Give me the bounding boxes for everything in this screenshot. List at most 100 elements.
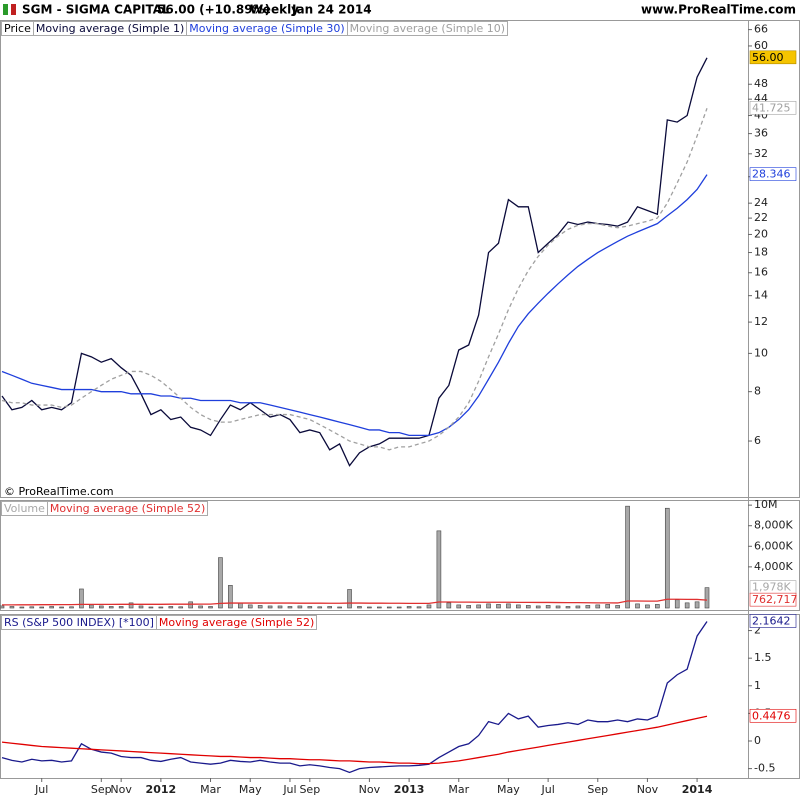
volume-bar: [29, 606, 35, 609]
volume-bar: [694, 601, 700, 609]
volume-bar: [98, 605, 104, 609]
last-value-box: [749, 167, 797, 181]
legend-entry: Moving average (Simple 30): [186, 21, 348, 36]
volume-bar: [674, 599, 680, 609]
series-line: [2, 598, 708, 606]
volume-bar: [138, 605, 144, 609]
volume-bar: [287, 606, 293, 609]
y-tick-label: 24: [754, 196, 768, 209]
y-tick-label: 18: [754, 246, 768, 259]
volume-bar: [406, 606, 412, 609]
volume-bar: [426, 604, 432, 609]
legend-entry: Volume: [1, 501, 48, 516]
y-tick-label: 0: [754, 734, 761, 747]
y-tick-label: 1.5: [754, 651, 772, 664]
x-tick-label: Sep: [91, 783, 112, 796]
volume-bar: [307, 606, 313, 609]
volume-bar: [128, 602, 134, 609]
y-tick-label: 48: [754, 77, 768, 90]
x-tick-label: Nov: [359, 783, 381, 796]
x-tick-label: 2012: [146, 783, 177, 796]
volume-bar: [247, 604, 253, 609]
series-line: [1, 174, 708, 437]
volume-bar: [605, 604, 611, 609]
header-icon: [3, 4, 8, 15]
volume-bar: [198, 605, 203, 609]
volume-bar: [108, 606, 114, 609]
legend-entry: Moving average (Simple 52): [46, 501, 209, 516]
volume-bar: [655, 604, 660, 609]
volume-bar: [506, 603, 511, 609]
volume-bar: [228, 585, 233, 609]
volume-bar: [327, 606, 332, 609]
volume-bar: [317, 606, 323, 609]
last-value-label: 2.1642: [752, 614, 791, 627]
header-bar: [0, 0, 800, 20]
volume-bar: [19, 606, 25, 609]
copyright: © ProRealTime.com: [4, 485, 114, 498]
x-tick-label: Jul: [282, 783, 296, 796]
volume-bar: [218, 557, 223, 609]
volume-bar: [208, 606, 213, 609]
volume-bar: [456, 604, 462, 609]
x-tick-label: Jul: [34, 783, 48, 796]
y-tick-label: 10M: [754, 498, 778, 511]
volume-bar: [615, 605, 620, 609]
last-value-box: [749, 50, 797, 65]
volume-bar: [516, 604, 521, 609]
y-tick-label: 32: [754, 147, 768, 160]
last-value-box: [749, 708, 797, 723]
x-tick-label: Sep: [299, 783, 320, 796]
volume-bar: [436, 530, 442, 609]
series-line: [1, 108, 708, 451]
last-value-label: 762,717: [752, 593, 798, 606]
legend: Price Moving average (Simple 1) Moving ave…: [1, 21, 509, 36]
volume-bar: [49, 606, 54, 609]
volume-bar: [545, 605, 551, 609]
volume-bar: [69, 606, 74, 609]
volume-bar: [386, 606, 392, 609]
volume-bar: [575, 605, 581, 609]
legend: RS (S&P 500 INDEX) [*100] Moving average …: [1, 615, 318, 630]
x-tick-label: May: [239, 783, 262, 796]
y-tick-label: 10: [754, 346, 768, 359]
volume-bar: [178, 606, 184, 609]
y-tick-label: 12: [754, 315, 768, 328]
x-tick-label: May: [497, 783, 520, 796]
volume-bar: [535, 605, 541, 609]
volume-bar: [267, 605, 273, 609]
x-tick-label: Nov: [637, 783, 659, 796]
legend-entry: Moving average (Simple 1): [32, 21, 188, 36]
volume-bar: [89, 604, 94, 609]
date: Jan 24 2014: [291, 3, 372, 17]
volume-bar: [525, 605, 531, 609]
last-value-box: [749, 614, 797, 628]
volume-bar: [704, 587, 710, 609]
last-value-label: 56.00: [752, 51, 784, 64]
y-tick-label: 14: [754, 289, 768, 302]
volume-bar: [396, 606, 402, 609]
y-tick-label: 16: [754, 266, 768, 279]
last-value-box: [749, 100, 797, 115]
legend-entry: RS (S&P 500 INDEX) [*100]: [1, 615, 157, 630]
legend-entry: Moving average (Simple 52): [155, 615, 318, 630]
y-tick-label: 60: [754, 39, 768, 52]
symbol: SGM - SIGMA CAPITAL: [22, 3, 170, 17]
y-tick-label: 66: [754, 23, 768, 36]
volume-bar: [625, 505, 630, 609]
volume-bar: [684, 602, 690, 609]
volume-bar: [0, 605, 5, 609]
volume-bar: [377, 606, 382, 609]
volume-bar: [664, 507, 670, 609]
last-value-label: 1,978K: [752, 581, 791, 594]
x-tick-label: Nov: [110, 783, 132, 796]
x-tick-label: Mar: [448, 783, 469, 796]
y-tick-label: 8: [754, 385, 761, 398]
volume-bar: [555, 605, 561, 609]
y-tick-label: 22: [754, 211, 768, 224]
last-value-label: 41.725: [752, 101, 791, 114]
x-tick-label: Jul: [540, 783, 554, 796]
volume-bar: [337, 606, 342, 609]
volume-bar: [635, 603, 640, 609]
